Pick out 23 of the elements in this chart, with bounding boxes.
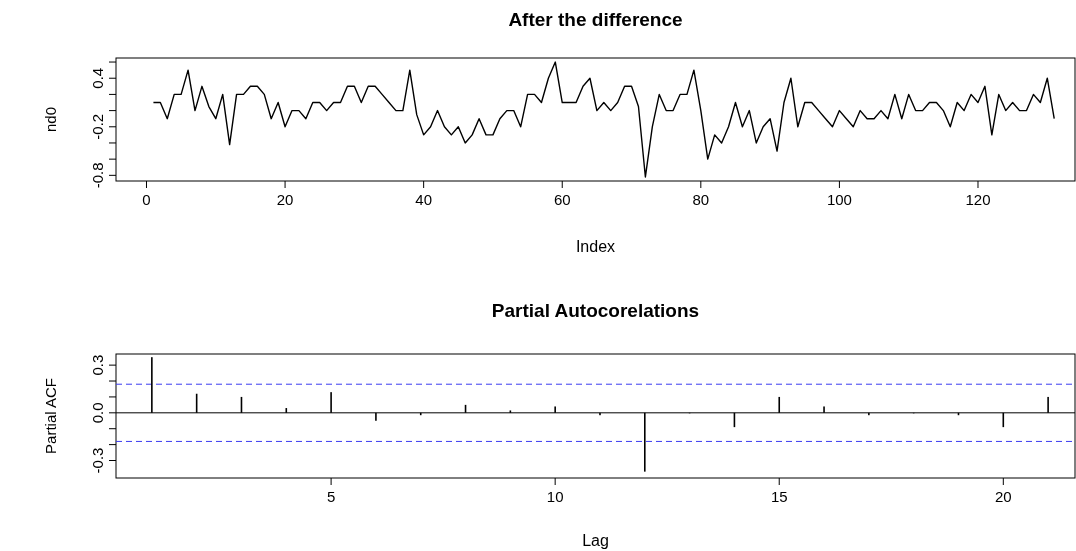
x-tick-label: 0 [142, 191, 151, 208]
y-tick-label: 0.3 [89, 354, 106, 376]
x-tick-label: 80 [692, 191, 710, 208]
x-tick-label: 20 [276, 191, 294, 208]
y-tick-label: -0.2 [89, 113, 106, 140]
x-axis-title: Lag [582, 532, 609, 549]
y-axis-title: Partial ACF [42, 378, 59, 454]
x-tick-label: 10 [546, 488, 564, 505]
x-tick-label: 5 [326, 488, 336, 505]
chart-title: After the difference [508, 9, 683, 30]
y-tick-label: 0.4 [89, 67, 106, 89]
x-tick-label: 120 [965, 191, 991, 208]
y-axis-title: nd0 [42, 106, 59, 133]
x-axis-title: Index [575, 238, 616, 255]
x-tick-label: 60 [553, 191, 571, 208]
x-tick-label: 15 [770, 488, 788, 505]
x-tick-label: 40 [415, 191, 432, 208]
y-tick-label: -0.8 [89, 162, 106, 189]
chart-title: Partial Autocorelations [491, 300, 700, 321]
x-tick-label: 100 [826, 191, 852, 208]
y-tick-label: 0.0 [89, 402, 106, 424]
x-tick-label: 20 [994, 488, 1012, 505]
y-tick-label: -0.3 [89, 447, 106, 474]
